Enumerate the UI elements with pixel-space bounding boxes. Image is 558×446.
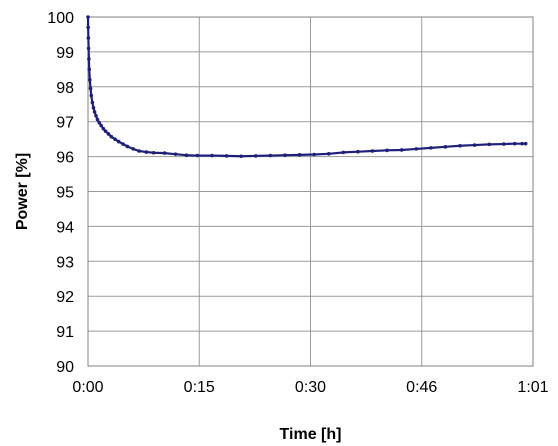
data-point — [87, 67, 92, 72]
y-tick-label: 99 — [56, 45, 74, 62]
data-point — [326, 152, 331, 156]
data-point — [414, 147, 419, 151]
data-point — [356, 149, 360, 154]
data-point — [151, 150, 156, 155]
data-point — [268, 153, 273, 158]
data-point — [90, 100, 95, 105]
grid-lines — [87, 16, 534, 367]
data-point — [239, 154, 243, 159]
data-point — [144, 150, 149, 154]
data-point — [86, 36, 91, 40]
series-power — [86, 15, 528, 159]
data-point — [184, 153, 189, 158]
data-point — [173, 152, 178, 156]
data-point — [113, 137, 117, 141]
data-point — [520, 141, 524, 146]
y-axis-tick-labels: 90 91 92 93 94 95 96 97 98 99 100 — [47, 10, 74, 376]
data-point — [101, 126, 106, 131]
data-point — [92, 110, 97, 114]
data-point — [443, 145, 448, 149]
y-tick-label: 91 — [56, 324, 74, 341]
data-point — [86, 25, 90, 30]
data-point — [195, 153, 200, 158]
data-point — [399, 148, 404, 152]
y-tick-label: 92 — [56, 289, 74, 306]
data-point — [341, 150, 346, 155]
x-tick-label: 0:00 — [72, 379, 103, 396]
data-point — [472, 143, 477, 147]
y-tick-label: 97 — [56, 115, 74, 132]
data-point — [94, 113, 98, 118]
data-point — [125, 144, 130, 149]
data-point — [131, 147, 136, 151]
data-point — [429, 146, 433, 150]
data-point — [87, 57, 91, 61]
x-tick-label: 0:46 — [406, 379, 437, 396]
data-point — [162, 151, 167, 155]
data-point — [103, 129, 108, 133]
data-point — [99, 123, 103, 128]
data-point — [89, 93, 94, 98]
data-point — [253, 154, 258, 158]
data-point — [297, 153, 302, 157]
y-tick-label: 93 — [56, 254, 74, 271]
data-point — [370, 149, 375, 153]
data-point — [210, 153, 214, 158]
y-axis-title: Power [%] — [14, 153, 31, 230]
data-point — [116, 139, 121, 144]
x-tick-label: 0:15 — [184, 379, 215, 396]
data-point — [121, 142, 125, 146]
data-point — [502, 142, 506, 146]
x-tick-label: 1:01 — [517, 379, 548, 396]
data-point — [88, 86, 93, 91]
data-point — [109, 134, 114, 139]
data-point — [283, 153, 287, 158]
data-point — [385, 148, 389, 153]
y-tick-label: 100 — [47, 10, 74, 27]
data-point — [86, 46, 91, 51]
data-point — [458, 143, 462, 148]
data-point — [487, 142, 492, 147]
data-point — [95, 117, 100, 122]
y-tick-label: 90 — [56, 359, 74, 376]
data-point — [523, 141, 528, 146]
data-point — [106, 132, 111, 136]
x-axis-tick-labels: 0:00 0:15 0:30 0:46 1:01 — [72, 379, 548, 396]
y-tick-label: 96 — [56, 150, 74, 167]
y-tick-label: 95 — [56, 185, 74, 202]
data-point — [512, 141, 517, 146]
y-tick-label: 94 — [56, 219, 74, 236]
data-point — [97, 120, 102, 125]
x-tick-label: 0:30 — [295, 379, 326, 396]
data-point — [137, 149, 141, 153]
y-tick-label: 98 — [56, 80, 74, 97]
data-point — [312, 152, 316, 157]
data-point — [88, 78, 92, 82]
data-point — [86, 15, 90, 19]
x-axis-title: Time [h] — [280, 426, 342, 443]
plot-area-border — [87, 16, 534, 367]
data-point — [91, 105, 96, 110]
data-point — [224, 154, 229, 158]
